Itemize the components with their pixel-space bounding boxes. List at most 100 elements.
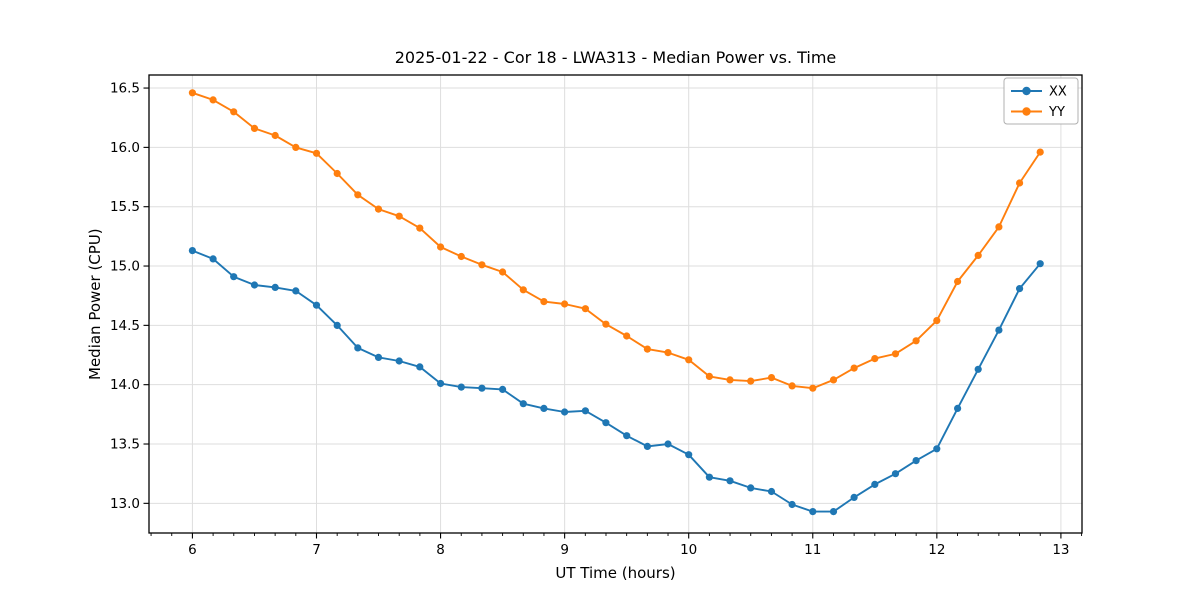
data-point-marker <box>457 383 465 391</box>
data-point-marker <box>747 377 755 385</box>
data-point-marker <box>767 374 776 382</box>
data-point-marker <box>561 408 569 416</box>
legend-marker <box>1022 107 1031 116</box>
x-axis-label: UT Time (hours) <box>555 564 676 582</box>
legend: XX YY <box>1003 77 1079 125</box>
data-point-marker <box>499 268 507 276</box>
data-point-marker <box>312 301 321 309</box>
data-point-marker <box>188 89 196 97</box>
data-point-marker <box>726 477 734 485</box>
data-point-marker <box>954 277 962 286</box>
legend-item-XX: XX <box>1011 85 1067 100</box>
data-point-marker <box>478 261 486 269</box>
data-point-marker <box>871 480 879 488</box>
x-tick-label: 12 <box>928 542 945 558</box>
data-point-marker <box>809 508 817 516</box>
data-point-marker <box>623 332 631 340</box>
y-tick-label: 15.0 <box>110 259 140 275</box>
data-point-marker <box>933 445 941 453</box>
data-point-marker <box>664 440 672 448</box>
data-point-marker <box>250 281 259 289</box>
data-point-marker <box>1036 148 1044 156</box>
data-point-marker <box>664 349 672 357</box>
data-point-marker <box>271 131 279 140</box>
data-point-marker <box>643 345 652 353</box>
data-point-marker <box>230 108 238 116</box>
data-point-marker <box>416 224 424 232</box>
data-point-marker <box>540 298 548 306</box>
data-point-marker <box>912 337 920 345</box>
x-tick-label: 10 <box>680 542 697 558</box>
x-tick-label: 11 <box>804 542 821 558</box>
data-point-marker <box>250 124 259 132</box>
y-tick-label: 14.0 <box>110 377 140 393</box>
data-point-marker <box>623 432 631 440</box>
y-tick-label: 16.0 <box>110 140 140 156</box>
data-point-marker <box>519 286 527 294</box>
y-tick-label: 14.5 <box>110 318 140 334</box>
y-axis: 13.0 13.5 14.0 14.5 15.0 15.5 16.0 16.5 <box>110 81 149 512</box>
y-tick-label: 16.5 <box>110 81 140 97</box>
data-point-marker <box>705 473 714 481</box>
data-point-marker <box>809 384 817 392</box>
data-point-marker <box>912 457 920 465</box>
data-point-marker <box>685 356 693 364</box>
legend-label: YY <box>1048 105 1065 120</box>
data-point-marker <box>312 149 321 157</box>
data-point-marker <box>767 487 776 496</box>
x-tick-label: 8 <box>436 542 445 558</box>
legend-label: XX <box>1049 85 1067 100</box>
data-point-marker <box>561 300 569 308</box>
x-tick-label: 9 <box>560 542 569 558</box>
data-point-marker <box>333 321 341 329</box>
data-point-marker <box>209 255 217 263</box>
data-point-marker <box>437 243 445 251</box>
data-point-marker <box>685 451 693 459</box>
data-point-marker <box>602 419 610 427</box>
x-tick-label: 6 <box>188 542 197 558</box>
data-point-marker <box>188 247 196 255</box>
data-point-marker <box>1036 260 1044 268</box>
data-point-marker <box>374 205 383 213</box>
data-point-marker <box>499 385 507 393</box>
y-tick-label: 13.5 <box>110 437 140 453</box>
data-point-marker <box>354 344 362 352</box>
data-point-marker <box>209 96 217 104</box>
data-point-marker <box>995 223 1003 231</box>
data-point-marker <box>395 357 403 365</box>
data-point-marker <box>705 372 714 380</box>
legend-marker <box>1022 86 1031 96</box>
data-point-marker <box>643 442 652 450</box>
data-point-marker <box>519 400 527 408</box>
data-point-marker <box>437 379 445 388</box>
data-point-marker <box>891 350 900 358</box>
legend-item-YY: YY <box>1011 105 1065 120</box>
data-point-marker <box>954 404 962 412</box>
data-point-marker <box>974 365 982 373</box>
data-point-marker <box>726 376 734 384</box>
data-point-marker <box>891 470 900 478</box>
data-point-marker <box>478 384 486 392</box>
y-tick-label: 13.0 <box>110 496 140 512</box>
data-point-marker <box>747 484 755 492</box>
data-point-marker <box>416 363 424 371</box>
data-point-marker <box>333 169 341 178</box>
data-point-marker <box>995 326 1003 334</box>
x-tick-label: 13 <box>1052 542 1069 558</box>
data-point-marker <box>602 320 610 328</box>
data-point-marker <box>871 355 879 363</box>
data-point-marker <box>230 273 238 281</box>
data-point-marker <box>1016 285 1024 293</box>
series-XX <box>188 247 1044 516</box>
data-point-marker <box>540 404 548 412</box>
x-tick-label: 7 <box>312 542 321 558</box>
x-axis: 6 7 8 9 10 11 12 13 <box>150 533 1083 558</box>
axes-frame <box>148 74 1083 534</box>
data-point-marker <box>581 407 590 415</box>
data-point-marker <box>271 283 279 291</box>
data-point-marker <box>829 508 838 516</box>
series-line <box>192 249 1041 513</box>
data-point-marker <box>788 500 796 509</box>
